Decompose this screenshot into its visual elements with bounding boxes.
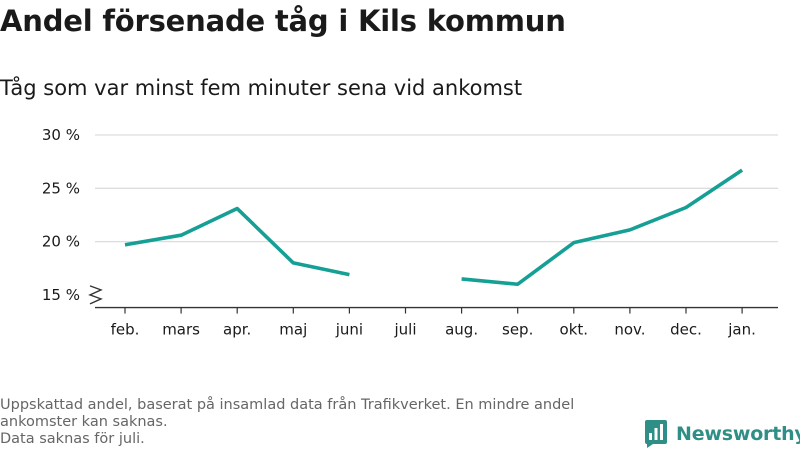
- gridlines: [95, 134, 778, 243]
- x-tick-label: apr.: [223, 321, 251, 339]
- line-chart: 15 % 20 % 25 % 30 % feb. mars apr. maj juni juli…: [42, 126, 778, 339]
- x-tick-label: okt.: [560, 321, 589, 339]
- footer-line-2: ankomster kan saknas.: [0, 414, 168, 430]
- x-tick-label: juni: [335, 321, 363, 339]
- x-tick-label: dec.: [670, 321, 702, 339]
- y-tick-label: 25 %: [42, 179, 80, 197]
- series-line: [124, 206, 350, 277]
- x-tick-label: juli: [393, 321, 416, 339]
- x-tick-label: jan.: [727, 321, 756, 339]
- x-tick-label: maj: [279, 321, 307, 339]
- x-tick-label: sep.: [502, 321, 533, 339]
- axis-break-icon: [88, 285, 103, 305]
- y-axis-ticks: 15 % 20 % 25 % 30 %: [42, 126, 80, 304]
- bar-chart-logo-icon: [645, 420, 667, 448]
- footer-line-1: Uppskattad andel, baserat på insamlad da…: [0, 397, 575, 413]
- footer-note: Uppskattad andel, baserat på insamlad da…: [0, 397, 640, 448]
- x-axis: [88, 285, 778, 309]
- brand-name: Newsworthy: [676, 423, 800, 445]
- footer-line-3: Data saknas för juli.: [0, 431, 145, 447]
- y-tick-label: 20 %: [42, 233, 80, 251]
- y-tick-label: 15 %: [42, 286, 80, 304]
- x-tick-label: mars: [162, 321, 200, 339]
- series-line: [461, 168, 744, 287]
- x-tick-label: aug.: [445, 321, 478, 339]
- x-tick-label: feb.: [111, 321, 140, 339]
- y-tick-label: 30 %: [42, 126, 80, 144]
- chart-subtitle: Tåg som var minst fem minuter sena vid a…: [0, 76, 523, 100]
- x-axis-ticks: feb. mars apr. maj juni juli aug. sep. okt. nov. d…: [111, 307, 756, 339]
- brand-logo: Newsworthy: [644, 419, 800, 449]
- x-tick-label: nov.: [614, 321, 645, 339]
- chart-title: Andel försenade tåg i Kils kommun: [0, 4, 566, 38]
- series-lines: [124, 168, 744, 287]
